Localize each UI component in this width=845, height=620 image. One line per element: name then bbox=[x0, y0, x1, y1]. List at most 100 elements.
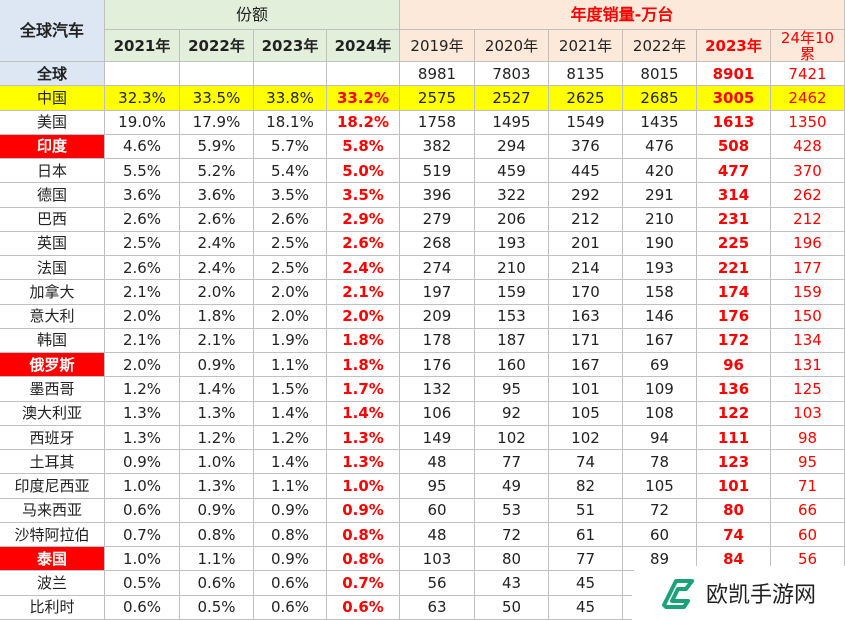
sales-year-header: 2021年 bbox=[549, 30, 623, 62]
row-label: 泰国 bbox=[0, 547, 105, 572]
data-cell: 1.1% bbox=[180, 547, 254, 572]
data-cell: 149 bbox=[400, 425, 475, 451]
data-cell: 7803 bbox=[475, 62, 549, 87]
data-cell: 111 bbox=[697, 425, 771, 451]
data-cell: 1.4% bbox=[254, 450, 327, 475]
data-cell: 1.3% bbox=[327, 425, 400, 451]
data-cell: 5.0% bbox=[327, 159, 400, 184]
data-cell: 2.1% bbox=[327, 280, 400, 305]
row-label: 德国 bbox=[0, 183, 105, 208]
data-cell: 5.7% bbox=[254, 134, 327, 160]
data-cell: 3.6% bbox=[180, 183, 254, 208]
data-cell: 72 bbox=[475, 522, 549, 548]
data-cell: 56 bbox=[400, 571, 475, 596]
data-cell: 5.2% bbox=[180, 159, 254, 184]
data-cell: 74 bbox=[697, 522, 771, 548]
data-cell: 0.6% bbox=[327, 595, 400, 620]
data-cell: 210 bbox=[475, 256, 549, 281]
data-cell: 177 bbox=[771, 256, 845, 281]
sales-year-header: 2022年 bbox=[623, 30, 697, 62]
data-cell: 2.6% bbox=[180, 207, 254, 232]
data-cell: 103 bbox=[771, 401, 845, 426]
data-cell: 5.8% bbox=[327, 134, 400, 160]
row-label: 美国 bbox=[0, 110, 105, 135]
data-cell: 49 bbox=[475, 474, 549, 499]
data-cell: 92 bbox=[475, 401, 549, 426]
share-year-header: 2022年 bbox=[180, 30, 254, 62]
data-cell: 2685 bbox=[623, 86, 697, 111]
data-cell: 1.4% bbox=[180, 377, 254, 402]
data-cell: 61 bbox=[549, 522, 623, 548]
data-cell: 159 bbox=[475, 280, 549, 305]
data-cell: 1.2% bbox=[105, 377, 180, 402]
data-cell: 212 bbox=[771, 207, 845, 232]
data-cell: 80 bbox=[475, 547, 549, 572]
data-cell: 0.8% bbox=[327, 522, 400, 548]
data-cell: 214 bbox=[549, 256, 623, 281]
data-cell: 109 bbox=[623, 377, 697, 402]
data-cell: 17.9% bbox=[180, 110, 254, 135]
data-cell: 274 bbox=[400, 256, 475, 281]
data-cell: 101 bbox=[697, 474, 771, 499]
data-cell: 209 bbox=[400, 304, 475, 329]
data-cell: 7421 bbox=[771, 62, 845, 87]
data-cell: 174 bbox=[697, 280, 771, 305]
data-cell: 1.8% bbox=[327, 328, 400, 354]
data-cell: 0.7% bbox=[105, 522, 180, 548]
data-cell: 3.5% bbox=[327, 183, 400, 208]
sales-year-header: 2019年 bbox=[400, 30, 475, 62]
share-year-header: 2021年 bbox=[105, 30, 180, 62]
data-cell: 0.6% bbox=[180, 571, 254, 596]
data-cell: 171 bbox=[549, 328, 623, 354]
data-cell: 0.7% bbox=[327, 571, 400, 596]
data-cell: 170 bbox=[549, 280, 623, 305]
data-cell: 5.4% bbox=[254, 159, 327, 184]
data-cell: 193 bbox=[475, 231, 549, 257]
data-cell: 131 bbox=[771, 353, 845, 378]
data-cell: 0.9% bbox=[180, 498, 254, 523]
data-cell: 80 bbox=[697, 498, 771, 523]
data-cell: 95 bbox=[475, 377, 549, 402]
data-cell: 8901 bbox=[697, 62, 771, 87]
data-cell: 176 bbox=[697, 304, 771, 329]
row-label: 马来西亚 bbox=[0, 498, 105, 523]
sales-year-header: 24年10累 bbox=[771, 30, 845, 62]
data-cell: 1.3% bbox=[180, 474, 254, 499]
data-cell: 262 bbox=[771, 183, 845, 208]
data-cell: 8015 bbox=[623, 62, 697, 87]
data-cell: 0.6% bbox=[105, 498, 180, 523]
data-cell: 221 bbox=[697, 256, 771, 281]
data-cell: 176 bbox=[400, 353, 475, 378]
data-cell: 98 bbox=[771, 425, 845, 451]
data-cell: 63 bbox=[400, 595, 475, 620]
data-cell: 102 bbox=[475, 425, 549, 451]
data-cell: 2.0% bbox=[254, 280, 327, 305]
data-cell: 2527 bbox=[475, 86, 549, 111]
data-cell: 60 bbox=[400, 498, 475, 523]
watermark-logo bbox=[662, 579, 694, 609]
data-cell: 1.2% bbox=[254, 425, 327, 451]
data-cell: 48 bbox=[400, 522, 475, 548]
data-cell: 1.1% bbox=[254, 353, 327, 378]
data-cell: 2.1% bbox=[180, 328, 254, 354]
data-cell: 0.9% bbox=[105, 450, 180, 475]
data-cell: 1.0% bbox=[180, 450, 254, 475]
data-cell: 150 bbox=[771, 304, 845, 329]
row-label: 意大利 bbox=[0, 304, 105, 329]
data-cell: 32.3% bbox=[105, 86, 180, 111]
data-cell: 0.5% bbox=[105, 571, 180, 596]
data-cell: 77 bbox=[475, 450, 549, 475]
data-cell: 51 bbox=[549, 498, 623, 523]
data-cell: 60 bbox=[771, 522, 845, 548]
data-cell: 314 bbox=[697, 183, 771, 208]
data-cell: 428 bbox=[771, 134, 845, 160]
data-cell bbox=[180, 62, 254, 87]
sales-group-header: 年度销量-万台 bbox=[400, 0, 845, 30]
data-cell: 43 bbox=[475, 571, 549, 596]
data-cell: 74 bbox=[549, 450, 623, 475]
row-label: 澳大利亚 bbox=[0, 401, 105, 426]
data-cell: 3.6% bbox=[105, 183, 180, 208]
data-cell: 294 bbox=[475, 134, 549, 160]
data-cell: 0.5% bbox=[180, 595, 254, 620]
data-cell: 45 bbox=[549, 571, 623, 596]
